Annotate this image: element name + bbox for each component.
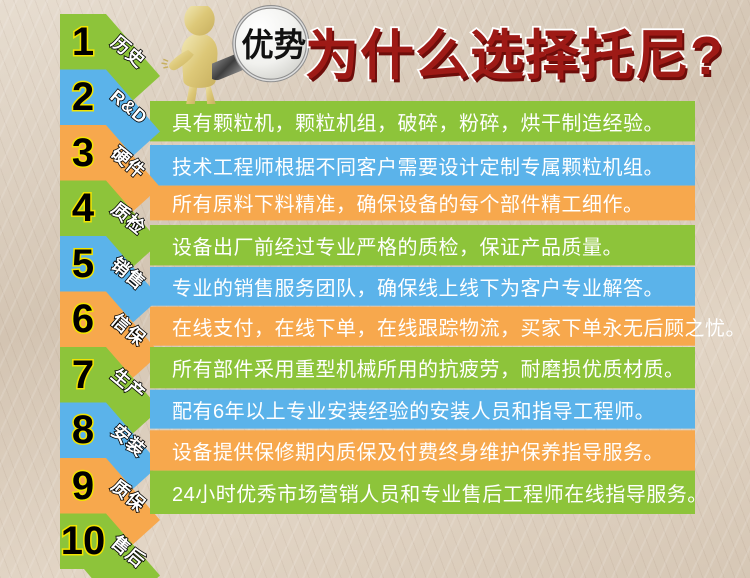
svg-text:优势: 优势 bbox=[241, 27, 306, 63]
